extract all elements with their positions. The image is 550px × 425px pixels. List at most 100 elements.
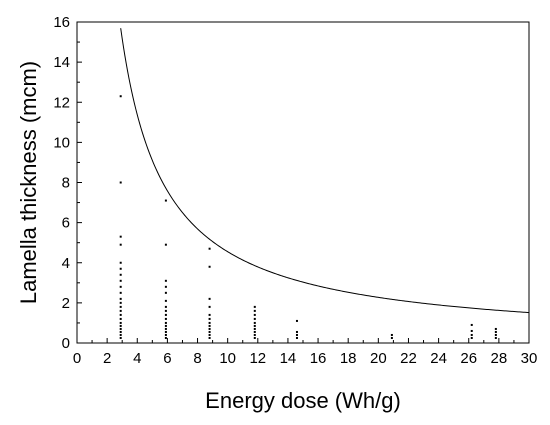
data-point [119, 313, 122, 316]
data-point [164, 324, 167, 327]
data-point [494, 333, 497, 336]
data-point [253, 317, 256, 320]
data-point [119, 336, 122, 339]
data-point [470, 329, 473, 332]
x-tick-label: 28 [491, 350, 508, 367]
fit-curve [120, 28, 530, 314]
data-point [164, 330, 167, 333]
data-point [119, 333, 122, 336]
data-point [390, 333, 393, 336]
x-tick-label: 30 [521, 350, 538, 367]
data-point [253, 321, 256, 324]
y-tick-label: 4 [62, 255, 70, 272]
data-point [164, 199, 167, 202]
data-point [119, 243, 122, 246]
data-point [208, 321, 211, 324]
data-point [164, 313, 167, 316]
data-point [164, 327, 167, 330]
x-tick-label: 6 [163, 350, 171, 367]
data-point [208, 333, 211, 336]
data-point [494, 330, 497, 333]
y-tick-label: 6 [62, 215, 70, 232]
data-point [253, 324, 256, 327]
data-point [208, 247, 211, 250]
data-point [119, 285, 122, 288]
x-tick-label: 10 [219, 350, 236, 367]
data-point [494, 327, 497, 330]
data-point [119, 261, 122, 264]
x-tick-label: 18 [340, 350, 357, 367]
data-point [119, 235, 122, 238]
y-tick-label: 12 [53, 94, 70, 111]
data-point [164, 299, 167, 302]
x-tick-label: 2 [103, 350, 111, 367]
data-point [119, 305, 122, 308]
y-tick-label: 16 [53, 14, 70, 31]
data-point [253, 336, 256, 339]
data-point [295, 330, 298, 333]
data-point [164, 321, 167, 324]
data-point [208, 336, 211, 339]
data-point [253, 333, 256, 336]
data-point [208, 330, 211, 333]
data-point [470, 333, 473, 336]
fit-curve-layer [120, 28, 530, 314]
data-point [164, 279, 167, 282]
data-points-layer [119, 95, 497, 339]
data-point [494, 336, 497, 339]
data-point [253, 309, 256, 312]
data-point [119, 297, 122, 300]
data-point [119, 321, 122, 324]
data-point [208, 324, 211, 327]
y-tick-label: 2 [62, 295, 70, 312]
data-point [164, 317, 167, 320]
data-point [208, 313, 211, 316]
data-point [164, 305, 167, 308]
data-point [164, 309, 167, 312]
data-point [253, 305, 256, 308]
y-axis-title: Lamella thickness (mcm) [16, 61, 41, 304]
x-tick-label: 0 [73, 350, 81, 367]
x-tick-label: 8 [193, 350, 201, 367]
data-point [208, 297, 211, 300]
data-point [119, 95, 122, 98]
data-point [119, 279, 122, 282]
data-point [208, 327, 211, 330]
data-point [470, 323, 473, 326]
x-tick-label: 20 [370, 350, 387, 367]
data-point [470, 336, 473, 339]
data-point [119, 327, 122, 330]
y-tick-label: 10 [53, 134, 70, 151]
x-tick-label: 14 [280, 350, 297, 367]
y-tick-label: 8 [62, 175, 70, 192]
data-point [164, 333, 167, 336]
data-point [253, 327, 256, 330]
x-tick-label: 26 [460, 350, 477, 367]
x-axis-title: Energy dose (Wh/g) [205, 388, 401, 413]
y-tick-label: 14 [53, 54, 70, 71]
data-point [253, 313, 256, 316]
data-point [119, 181, 122, 184]
data-point [390, 336, 393, 339]
plot-frame [76, 21, 530, 344]
data-point [164, 291, 167, 294]
x-tick-label: 16 [310, 350, 327, 367]
data-point [295, 336, 298, 339]
x-tick-label: 4 [133, 350, 141, 367]
data-point [119, 324, 122, 327]
data-point [119, 291, 122, 294]
data-point [164, 336, 167, 339]
data-point [119, 273, 122, 276]
data-point [119, 301, 122, 304]
data-point [164, 243, 167, 246]
data-point [295, 333, 298, 336]
data-point [208, 265, 211, 268]
data-point [295, 319, 298, 322]
data-point [208, 317, 211, 320]
data-point [253, 330, 256, 333]
data-point [208, 305, 211, 308]
y-tick-label: 0 [62, 335, 70, 352]
x-tick-label: 24 [430, 350, 447, 367]
